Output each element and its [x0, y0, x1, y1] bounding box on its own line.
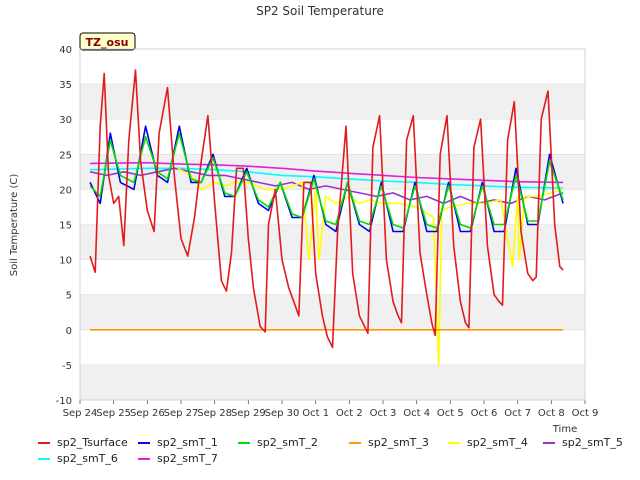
legend-label: sp2_smT_6 [57, 452, 118, 465]
plot-frame [79, 48, 586, 401]
legend-label: sp2_smT_4 [467, 436, 528, 449]
legend-label: sp2_smT_2 [257, 436, 318, 449]
series-line-sp2_smT_5 [89, 167, 564, 205]
y-tick-label: 40 [59, 45, 72, 56]
legend-swatch [38, 441, 50, 444]
x-tick-label: Sep 27 [164, 408, 199, 419]
legend-swatch [238, 441, 250, 444]
legend-item: sp2_smT_2 [238, 436, 318, 449]
grid-band [80, 294, 585, 330]
legend-item: sp2_smT_5 [543, 436, 623, 449]
legend-swatch [543, 441, 555, 444]
y-tick-label: -5 [62, 361, 72, 372]
x-tick-label: Oct 7 [504, 408, 531, 419]
grid-band [80, 364, 585, 400]
legend-item: sp2_smT_4 [448, 436, 528, 449]
x-tick-label: Sep 29 [231, 408, 266, 419]
x-axis-label: Time [552, 424, 577, 435]
x-tick-label: Sep 28 [197, 408, 232, 419]
y-tick-label: 5 [66, 291, 72, 302]
x-tick-label: Oct 2 [336, 408, 363, 419]
y-tick-label: 15 [59, 221, 72, 232]
chart-title: SP2 Soil Temperature [256, 4, 384, 18]
x-tick-label: Sep 30 [265, 408, 300, 419]
y-tick-label: -10 [56, 396, 72, 407]
y-tick-label: 0 [66, 326, 72, 337]
grid-band [80, 224, 585, 260]
legend-swatch [349, 441, 361, 444]
tz-annotation-text: TZ_osu [86, 36, 129, 49]
y-tick-label: 10 [59, 256, 72, 267]
series-line-sp2_smT_2 [89, 132, 564, 229]
x-tick-label: Oct 5 [437, 408, 464, 419]
legend-swatch [138, 457, 150, 460]
legend-swatch [38, 457, 50, 460]
y-tick-label: 20 [59, 185, 72, 196]
y-tick-label: 30 [59, 115, 72, 126]
legend-item: sp2_smT_6 [38, 452, 118, 465]
legend-label: sp2_Tsurface [57, 436, 128, 449]
y-tick-label: 35 [59, 80, 72, 91]
legend-label: sp2_smT_5 [562, 436, 623, 449]
y-axis-label: Soil Temperature (C) [9, 174, 20, 277]
x-tick-label: Oct 3 [370, 408, 397, 419]
legend-item: sp2_Tsurface [38, 436, 128, 449]
y-tick-label: 25 [59, 150, 72, 161]
x-tick-label: Sep 24 [63, 408, 98, 419]
x-tick-label: Oct 4 [403, 408, 430, 419]
legend-item: sp2_smT_3 [349, 436, 429, 449]
legend-item: sp2_smT_7 [138, 452, 218, 465]
x-tick-label: Oct 6 [471, 408, 498, 419]
series-line-sp2_Tsurface [89, 69, 564, 349]
x-tick-label: Oct 1 [302, 408, 329, 419]
series-lines [89, 69, 564, 366]
legend-label: sp2_smT_3 [368, 436, 429, 449]
x-tick-label: Sep 26 [130, 408, 165, 419]
x-tick-label: Sep 25 [96, 408, 131, 419]
legend-item: sp2_smT_1 [138, 436, 218, 449]
grid-band [80, 84, 585, 120]
legend-label: sp2_smT_7 [157, 452, 218, 465]
x-tick-label: Oct 9 [572, 408, 599, 419]
series-line-sp2_smT_1 [89, 125, 564, 233]
legend-label: sp2_smT_1 [157, 436, 218, 449]
series-line-sp2_smT_6 [90, 167, 564, 189]
legend-swatch [448, 441, 460, 444]
x-tick-label: Oct 8 [538, 408, 565, 419]
legend-swatch [138, 441, 150, 444]
tz-annotation: TZ_osu [79, 32, 136, 51]
